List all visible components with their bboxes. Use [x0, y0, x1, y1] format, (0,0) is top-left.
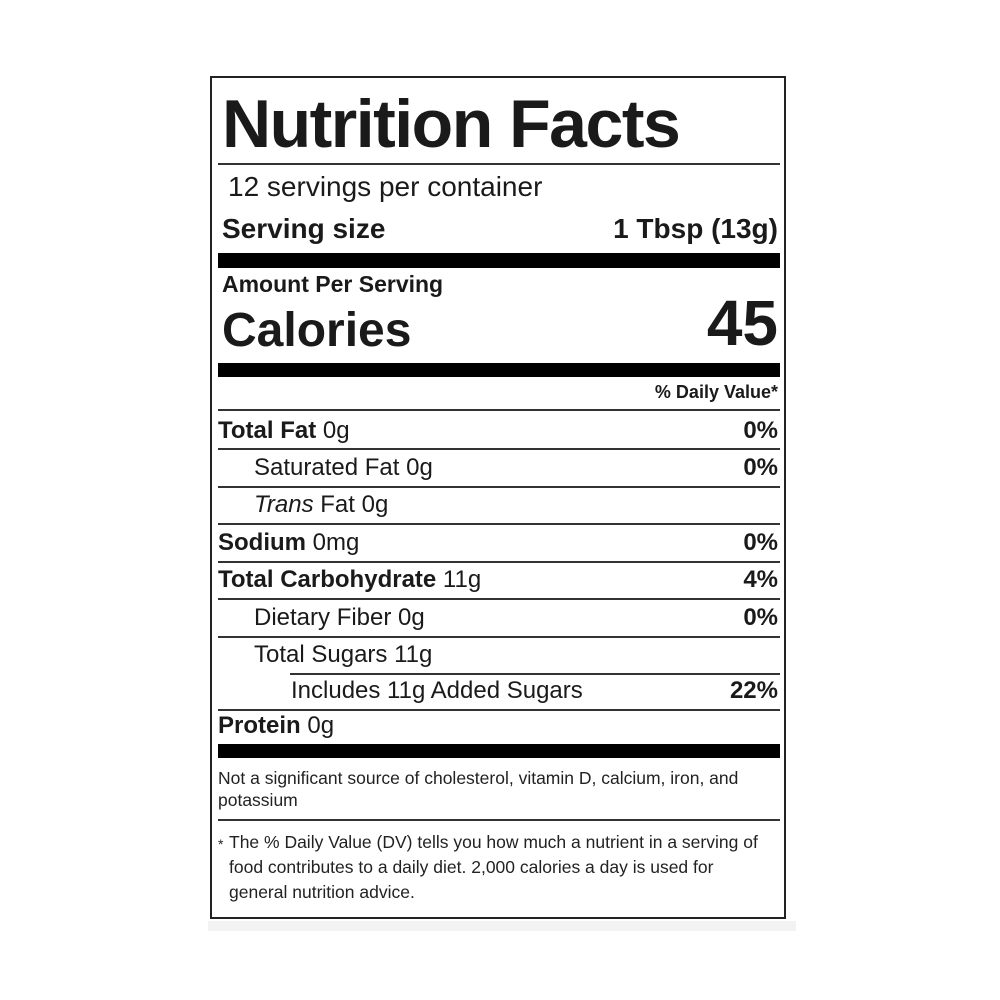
nutrient-amount: 11g [394, 641, 433, 668]
thick-divider [218, 744, 780, 758]
daily-value-footnote: The % Daily Value (DV) tells you how muc… [229, 832, 758, 902]
nutrient-amount: 0g [322, 417, 350, 444]
divider [218, 486, 780, 488]
nutrient-row-trans-fat: Trans Fat 0g [218, 486, 778, 523]
divider [218, 598, 780, 600]
label-title: Nutrition Facts [222, 86, 681, 162]
nutrient-amount: 0mg [312, 529, 360, 556]
divider [218, 819, 780, 821]
divider [218, 709, 780, 711]
nutrient-row-added-sugars: Includes 11g Added Sugars 22% [218, 672, 778, 709]
divider [290, 673, 780, 675]
nutrient-row-total-carbohydrate: Total Carbohydrate 11g 4% [218, 561, 778, 598]
divider [218, 409, 780, 411]
nutrient-name: Total Carbohydrate [218, 566, 437, 593]
divider [218, 523, 780, 525]
serving-size-value: 1 Tbsp (13g) [613, 213, 778, 244]
nutrient-name: Total Fat [218, 417, 317, 444]
nutrient-amount: 0g [307, 712, 335, 739]
not-significant-note: Not a significant source of cholesterol,… [218, 768, 739, 810]
nutrient-name: Trans [254, 491, 314, 518]
nutrient-name: Includes 11g Added Sugars [291, 677, 583, 704]
nutrient-amount: 0g [398, 604, 425, 631]
footnote-star: * [218, 836, 224, 852]
nutrient-row-total-fat: Total Fat 0g 0% [218, 412, 778, 449]
nutrient-name: Protein [218, 712, 301, 739]
nutrient-name-suffix: Fat [320, 491, 355, 518]
nutrient-row-protein: Protein 0g [218, 707, 778, 744]
daily-value-header: % Daily Value* [654, 382, 778, 402]
thick-divider [218, 253, 780, 268]
nutrient-name: Total Sugars [254, 641, 388, 668]
nutrient-amount: 11g [442, 566, 482, 593]
calories-value: 45 [706, 287, 778, 359]
nutrient-dv: 4% [743, 566, 778, 593]
nutrient-name: Sodium [218, 529, 306, 556]
divider [218, 561, 780, 563]
serving-size-label: Serving size [222, 213, 386, 244]
nutrition-facts-label: Nutrition Facts 12 servings per containe… [210, 76, 786, 919]
amount-per-serving: Amount Per Serving [222, 271, 444, 297]
nutrient-name: Saturated Fat [254, 454, 400, 481]
nutrient-dv: 0% [743, 454, 778, 481]
divider [218, 448, 780, 450]
servings-per-container: 12 servings per container [228, 171, 543, 202]
nutrient-row-total-sugars: Total Sugars 11g [218, 636, 778, 673]
divider [218, 163, 780, 165]
nutrient-dv: 22% [729, 677, 778, 704]
nutrient-row-saturated-fat: Saturated Fat 0g 0% [218, 449, 778, 486]
label-shadow [208, 921, 796, 931]
nutrient-row-dietary-fiber: Dietary Fiber 0g 0% [218, 599, 778, 636]
nutrient-dv: 0% [743, 604, 778, 631]
nutrient-row-sodium: Sodium 0mg 0% [218, 524, 778, 561]
divider [218, 636, 780, 638]
nutrient-dv: 0% [743, 529, 778, 556]
thick-divider [218, 363, 780, 377]
nutrient-name: Dietary Fiber [254, 604, 392, 631]
nutrient-dv: 0% [743, 417, 778, 444]
nutrient-amount: 0g [406, 454, 433, 481]
nutrient-amount: 0g [361, 491, 389, 518]
calories-label: Calories [222, 304, 412, 357]
